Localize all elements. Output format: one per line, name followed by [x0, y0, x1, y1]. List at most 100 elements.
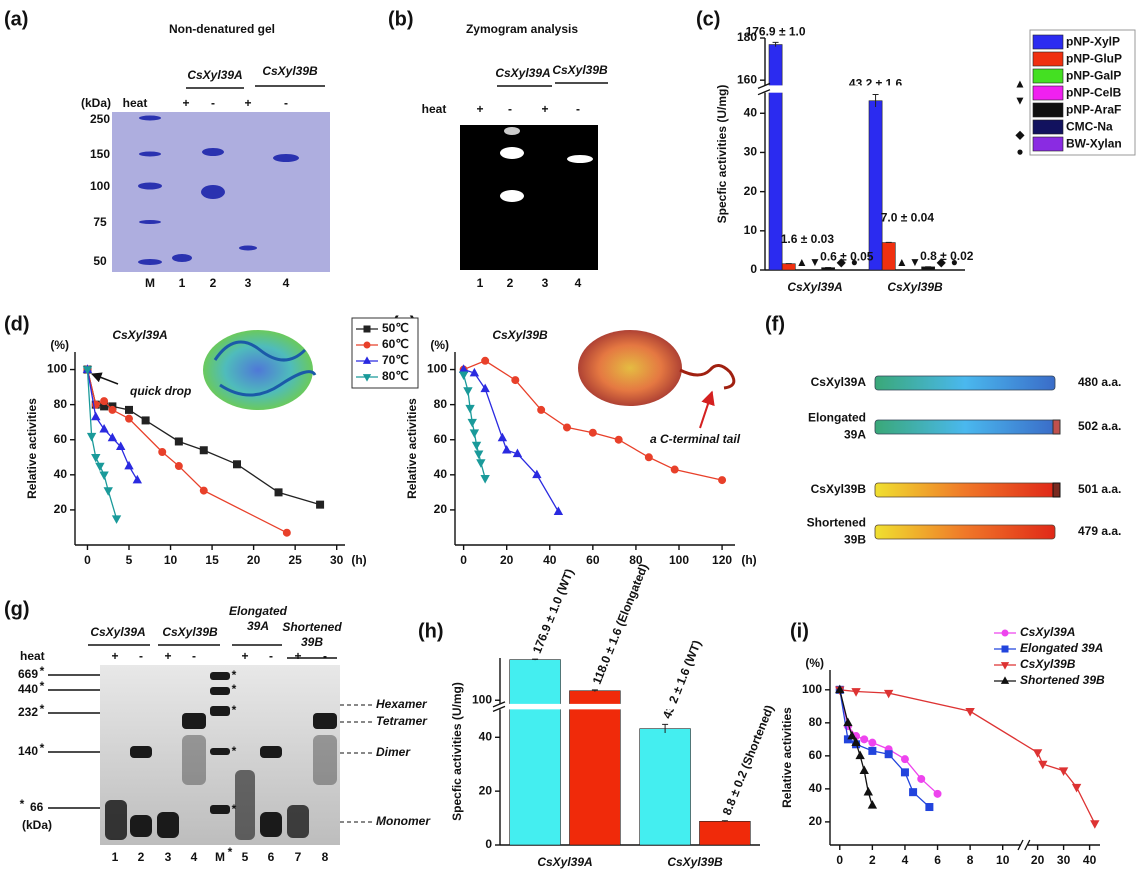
error-bar [772, 41, 779, 47]
star: * [232, 744, 237, 758]
heat-sign: - [211, 96, 215, 110]
point [91, 411, 101, 421]
guides [48, 644, 337, 809]
point [1071, 783, 1082, 793]
point [884, 750, 893, 759]
not-detected-marker: ▲ [896, 255, 908, 269]
y-tick-label: 80 [434, 397, 448, 411]
point [108, 405, 117, 414]
axis-break-mark [1017, 839, 1031, 851]
protein-structure-b [578, 330, 736, 406]
lane-label: 1 [179, 276, 186, 290]
y-tick-label: 20 [434, 502, 448, 516]
panel-label: (f) [765, 313, 785, 335]
x-tick-label: 40 [1083, 853, 1097, 867]
state-label: Monomer [376, 814, 431, 828]
x-tick-label: 4 [902, 853, 909, 867]
point [115, 441, 126, 451]
star: * [40, 664, 45, 678]
heat-sign: + [182, 96, 189, 110]
star: * [232, 703, 237, 717]
point [868, 746, 877, 755]
lane-label: 5 [242, 850, 249, 864]
point [925, 803, 934, 812]
point [99, 471, 109, 481]
legend-box [351, 317, 419, 389]
point [199, 486, 208, 495]
point [458, 371, 469, 381]
heat-sign: - [284, 96, 288, 110]
legend-swatch [1032, 34, 1064, 50]
legend-marker: ● [1016, 145, 1023, 159]
y-tick-label: 40 [744, 105, 758, 119]
point [847, 730, 857, 740]
lane-label: 7 [295, 850, 302, 864]
x-tick-label: 120 [712, 553, 732, 567]
point [95, 462, 105, 472]
point [363, 325, 371, 333]
point [855, 750, 865, 760]
y-tick-label: 180 [737, 30, 757, 44]
point [282, 528, 291, 537]
row-label: Shortened [807, 516, 866, 530]
point [670, 465, 679, 474]
row-label: Elongated [808, 411, 866, 425]
legend-label: pNP-GluP [1066, 52, 1122, 66]
point [362, 356, 372, 364]
protein-structure-a [203, 330, 317, 410]
value-label: 118.0 ± 1.6 (Elongated) [590, 562, 651, 687]
bands [138, 115, 299, 265]
point [588, 428, 597, 437]
point [1000, 662, 1010, 670]
y-axis-label: Relative activities [25, 398, 39, 499]
lane-label: M [145, 276, 155, 290]
state-label: Dimer [376, 745, 411, 759]
x-unit: (h) [741, 553, 756, 567]
point [471, 441, 482, 451]
x-tick-label: 0 [84, 553, 91, 567]
point [917, 774, 926, 783]
group-label: CsXyl39B [552, 63, 608, 77]
gel [460, 125, 598, 270]
annotation-arrow [699, 390, 715, 429]
value-label: 176.9 ± 1.0 [746, 25, 806, 39]
y-axis-label: Specfic activities (U/mg) [450, 682, 464, 821]
bands [500, 127, 593, 202]
state-label: Hexamer [376, 697, 428, 711]
point [563, 423, 571, 432]
point [274, 488, 283, 497]
legend-label: 80℃ [382, 369, 409, 383]
lane-label: 4 [283, 276, 290, 290]
marker-label: 669 [18, 667, 38, 681]
y-unit: (%) [430, 338, 449, 352]
panel-label: (a) [4, 8, 28, 30]
gel-b [460, 82, 608, 270]
point [124, 460, 134, 470]
y-axis-label: Specfic activities (U/mg) [715, 85, 729, 224]
point [644, 453, 653, 462]
point [933, 789, 942, 798]
point [859, 765, 869, 775]
value-label: 1.6 ± 0.03 [781, 232, 835, 246]
not-detected-marker: ● [951, 255, 958, 269]
point [467, 418, 477, 428]
legend-label: Elongated 39A [1020, 641, 1103, 655]
x-tick-label: CsXyl39A [537, 855, 592, 869]
row-label: 39B [844, 533, 866, 547]
point [501, 445, 512, 454]
point [1001, 629, 1009, 637]
point [497, 432, 508, 442]
lane-label: 8 [322, 850, 329, 864]
point [469, 429, 480, 438]
chart-title: CsXyl39A [112, 328, 167, 342]
ladder-label: 250 [90, 112, 110, 126]
lane-label: 3 [245, 276, 252, 290]
axis-break-mark [757, 82, 771, 96]
y-tick-label: 40 [809, 781, 823, 795]
gel-a [112, 85, 330, 272]
point [86, 432, 97, 442]
heat-sign: - [576, 102, 580, 116]
value-label: 7.0 ± 0.04 [881, 211, 935, 225]
x-tick-label: 20 [247, 553, 261, 567]
y-tick-label: 60 [434, 432, 448, 446]
